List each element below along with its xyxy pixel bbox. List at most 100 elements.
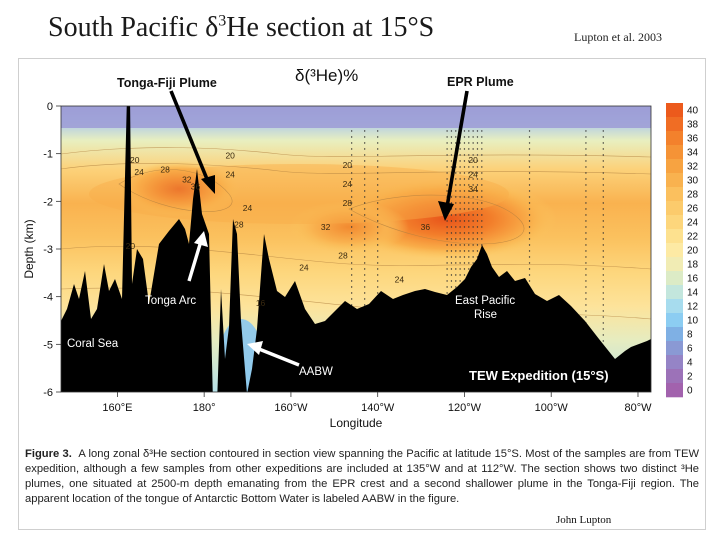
sample-point (363, 196, 366, 198)
sample-point (455, 262, 457, 264)
colorbar-swatch (666, 215, 683, 230)
arrow-epr (445, 90, 469, 208)
sample-point (476, 226, 479, 228)
sample-point (602, 196, 604, 198)
sample-point (455, 250, 457, 252)
sample-point (602, 256, 604, 258)
sample-point (363, 250, 366, 252)
sample-point (363, 256, 366, 258)
sample-point (528, 184, 531, 186)
sample-point (602, 184, 604, 186)
colorbar-tick-label: 12 (687, 302, 699, 313)
mid-plume-patch (289, 201, 409, 253)
sample-point (450, 250, 453, 252)
sample-point (455, 268, 457, 270)
sample-point (528, 214, 531, 216)
contour-label: 36 (421, 222, 431, 232)
sample-point (350, 238, 353, 240)
sample-point (602, 130, 604, 132)
sample-point (446, 154, 448, 156)
sample-point (376, 214, 379, 216)
sample-point (376, 232, 379, 234)
sample-point (476, 232, 479, 234)
colorbar-swatch (666, 243, 683, 258)
sample-point (585, 142, 587, 144)
x-tick-label: 100°W (535, 402, 569, 414)
arrow-epr-head (438, 201, 454, 221)
sample-point (476, 214, 479, 216)
sample-point (363, 274, 366, 276)
sample-point (602, 232, 604, 234)
sample-point (476, 244, 479, 246)
y-axis-label: Depth (km) (22, 219, 36, 278)
sample-point (459, 190, 461, 192)
sample-point (459, 208, 461, 210)
sample-point (472, 136, 474, 138)
sample-point (446, 148, 448, 150)
sample-point (528, 154, 531, 156)
sample-point (602, 160, 604, 162)
sample-point (468, 160, 470, 162)
y-tick-label: -4 (43, 292, 53, 304)
sample-point (463, 136, 466, 138)
chart-title: δ(³He)% (295, 66, 358, 85)
sample-point (585, 136, 587, 138)
sample-point (476, 148, 479, 150)
sample-point (463, 178, 466, 180)
sample-point (585, 250, 587, 252)
sample-point (472, 256, 474, 258)
sample-point (455, 196, 457, 198)
sample-point (376, 190, 379, 192)
sample-point (376, 280, 379, 282)
sample-point (446, 178, 448, 180)
sample-point (450, 196, 453, 198)
sample-point (463, 268, 466, 270)
sample-point (481, 184, 483, 186)
sample-point (468, 256, 470, 258)
sample-point (363, 142, 366, 144)
sample-point (528, 148, 531, 150)
sample-point (476, 196, 479, 198)
sample-point (602, 178, 604, 180)
seafloor-topography (61, 106, 651, 392)
sample-point (476, 166, 479, 168)
sample-point (376, 184, 379, 186)
contour-label: 28 (343, 198, 353, 208)
sample-point (450, 280, 453, 282)
sample-point (472, 160, 474, 162)
sample-point (455, 184, 457, 186)
contour-line (61, 163, 651, 175)
colorbar-swatch (666, 103, 683, 118)
colorbar-tick-label: 34 (687, 148, 699, 159)
sample-point (446, 262, 448, 264)
sample-point (476, 142, 479, 144)
colorbar-swatch (666, 131, 683, 146)
sample-point (350, 196, 353, 198)
sample-point (376, 244, 379, 246)
sample-point (602, 142, 604, 144)
sample-point (350, 154, 353, 156)
contour-label: 24 (395, 274, 405, 284)
sample-point (376, 178, 379, 180)
sample-point (602, 214, 604, 216)
sample-point (528, 142, 531, 144)
annotation-rise: Rise (474, 309, 497, 321)
sample-point (463, 130, 466, 132)
tonga-plume-core (119, 161, 239, 217)
sample-point (363, 172, 366, 174)
sample-point (446, 244, 448, 246)
contour-label: 24 (134, 167, 144, 177)
sample-point (528, 220, 531, 222)
sample-point (459, 268, 461, 270)
contour-label: 36 (191, 181, 201, 191)
sample-point (602, 322, 604, 324)
sample-point (602, 298, 604, 300)
annotation-aabw: AABW (299, 366, 333, 378)
sample-point (585, 130, 587, 132)
sample-point (585, 304, 587, 306)
sample-point (476, 172, 479, 174)
contour-label: 20 (126, 241, 136, 251)
sample-point (363, 160, 366, 162)
sample-point (585, 154, 587, 156)
arrow-aabw-head (247, 341, 263, 355)
